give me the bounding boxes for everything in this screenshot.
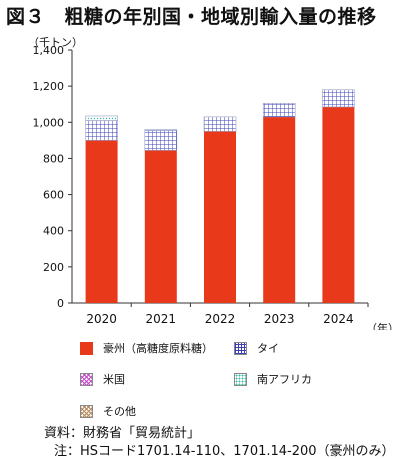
y-tick-label: 400 xyxy=(43,225,64,238)
bar-segment xyxy=(203,116,237,132)
bar-segment xyxy=(144,129,178,131)
x-tick-label: 2021 xyxy=(146,312,177,326)
bar-segment xyxy=(322,106,355,303)
y-axis-unit: （千トン） xyxy=(28,36,83,49)
x-tick-label: 2023 xyxy=(264,312,295,326)
y-tick-label: 0 xyxy=(57,297,64,310)
legend-item-south-africa: 南アフリカ xyxy=(234,371,312,387)
legend-swatch-south-africa xyxy=(234,372,247,386)
legend-item-other: その他 xyxy=(80,403,136,419)
bar-segment xyxy=(144,150,177,303)
legend-label-us: 米国 xyxy=(103,373,125,386)
legend-item-thailand: タイ xyxy=(234,340,279,356)
bar-segment xyxy=(85,120,118,141)
legend-label-thailand: タイ xyxy=(257,342,279,355)
legend-label-australia: 豪州（高糖度原料糖） xyxy=(103,342,213,355)
chart-plot: （千トン） （年） 0 200 400 600 800 1,000 1,200 1,400 20… xyxy=(28,36,399,330)
legend-swatch-thailand xyxy=(234,341,247,355)
legend-item-australia: 豪州（高糖度原料糖） xyxy=(80,340,213,356)
source-note: 資料：財務省「貿易統計」 xyxy=(44,426,201,441)
bar-segment xyxy=(262,103,296,118)
bar-segment xyxy=(85,140,118,303)
legend-label-south-africa: 南アフリカ xyxy=(257,373,312,386)
y-tick-label: 800 xyxy=(43,152,64,165)
footnote: 注：HSコード1701.14-110、1701.14-200（豪州のみ） xyxy=(54,444,395,459)
legend-item-us: 米国 xyxy=(80,371,125,387)
y-tick-label: 1,200 xyxy=(33,80,65,93)
x-axis-unit: （年） xyxy=(366,321,399,330)
bar-segment xyxy=(85,115,118,121)
bar-segment xyxy=(322,89,355,108)
chart-title: 図３ 粗糖の年別国・地域別輸入量の推移 xyxy=(6,6,377,28)
x-tick-label: 2024 xyxy=(323,312,354,326)
y-tick-label: 600 xyxy=(43,189,64,202)
x-tick-label: 2020 xyxy=(86,312,117,326)
legend-label-other: その他 xyxy=(103,405,136,418)
legend-swatch-us xyxy=(80,372,93,386)
y-tick-label: 200 xyxy=(43,261,64,274)
x-tick-label: 2022 xyxy=(205,312,236,326)
bar-segment xyxy=(144,130,178,151)
bar-segment xyxy=(263,116,296,303)
bar-segment xyxy=(204,131,236,303)
y-tick-label: 1,000 xyxy=(33,116,65,129)
legend-swatch-australia xyxy=(80,341,93,355)
legend-swatch-other xyxy=(80,404,93,418)
y-tick-label: 1,400 xyxy=(33,44,65,57)
